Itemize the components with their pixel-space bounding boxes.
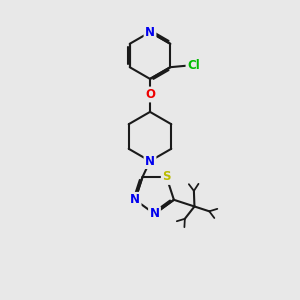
- Text: N: N: [145, 26, 155, 39]
- Text: Cl: Cl: [187, 59, 200, 72]
- Text: N: N: [130, 193, 140, 206]
- Text: S: S: [162, 170, 171, 184]
- Text: N: N: [145, 154, 155, 168]
- Text: N: N: [149, 207, 160, 220]
- Text: O: O: [145, 88, 155, 101]
